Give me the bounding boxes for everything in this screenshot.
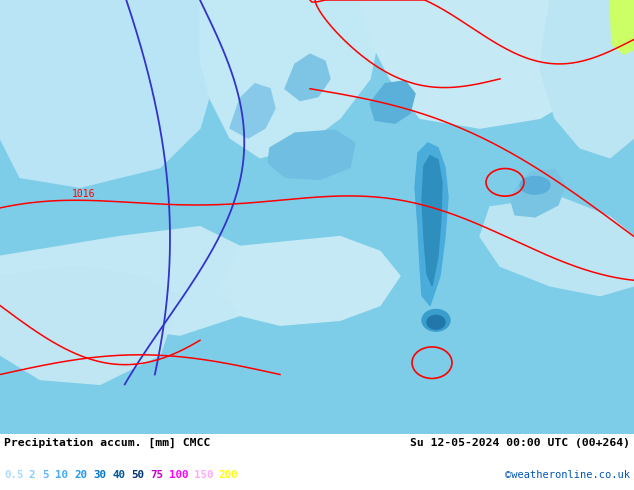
Text: 50: 50: [131, 470, 145, 480]
Polygon shape: [0, 266, 180, 384]
Ellipse shape: [520, 176, 550, 194]
Polygon shape: [610, 0, 634, 54]
Text: 100: 100: [169, 470, 189, 480]
Text: 30: 30: [93, 470, 107, 480]
Polygon shape: [510, 170, 565, 217]
Text: ©weatheronline.co.uk: ©weatheronline.co.uk: [505, 470, 630, 480]
Polygon shape: [370, 81, 415, 123]
Polygon shape: [360, 0, 600, 128]
Polygon shape: [422, 156, 442, 286]
Polygon shape: [480, 197, 634, 295]
Text: 200: 200: [219, 470, 238, 480]
Text: 10: 10: [56, 470, 68, 480]
Text: 150: 150: [194, 470, 214, 480]
Polygon shape: [230, 84, 275, 138]
Text: 0.5: 0.5: [4, 470, 23, 480]
Polygon shape: [540, 0, 634, 158]
Polygon shape: [200, 0, 380, 158]
Text: 75: 75: [150, 470, 164, 480]
Text: 2: 2: [29, 470, 35, 480]
Text: 1016: 1016: [72, 189, 96, 199]
Polygon shape: [0, 227, 260, 335]
Polygon shape: [285, 54, 330, 100]
Polygon shape: [268, 130, 355, 179]
Text: 20: 20: [75, 470, 87, 480]
Polygon shape: [220, 237, 400, 325]
Text: Precipitation accum. [mm] CMCC: Precipitation accum. [mm] CMCC: [4, 438, 210, 448]
Text: 40: 40: [112, 470, 126, 480]
Ellipse shape: [427, 316, 445, 329]
Polygon shape: [0, 0, 220, 187]
Polygon shape: [415, 143, 448, 306]
Ellipse shape: [422, 310, 450, 331]
Text: Su 12-05-2024 00:00 UTC (00+264): Su 12-05-2024 00:00 UTC (00+264): [410, 438, 630, 448]
Text: 5: 5: [42, 470, 48, 480]
